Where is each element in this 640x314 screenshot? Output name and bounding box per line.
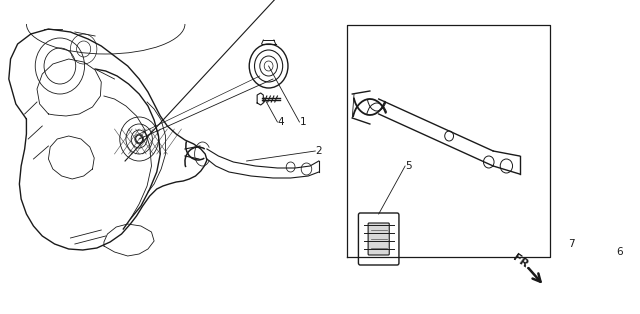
- Text: 1: 1: [300, 117, 306, 127]
- Text: FR.: FR.: [511, 252, 533, 272]
- Text: 4: 4: [277, 117, 284, 127]
- FancyBboxPatch shape: [368, 223, 389, 255]
- Text: 5: 5: [405, 161, 412, 171]
- Text: 6: 6: [616, 247, 623, 257]
- FancyBboxPatch shape: [586, 214, 612, 238]
- Text: 2: 2: [316, 146, 322, 156]
- Text: 7: 7: [568, 239, 575, 249]
- Circle shape: [136, 135, 143, 143]
